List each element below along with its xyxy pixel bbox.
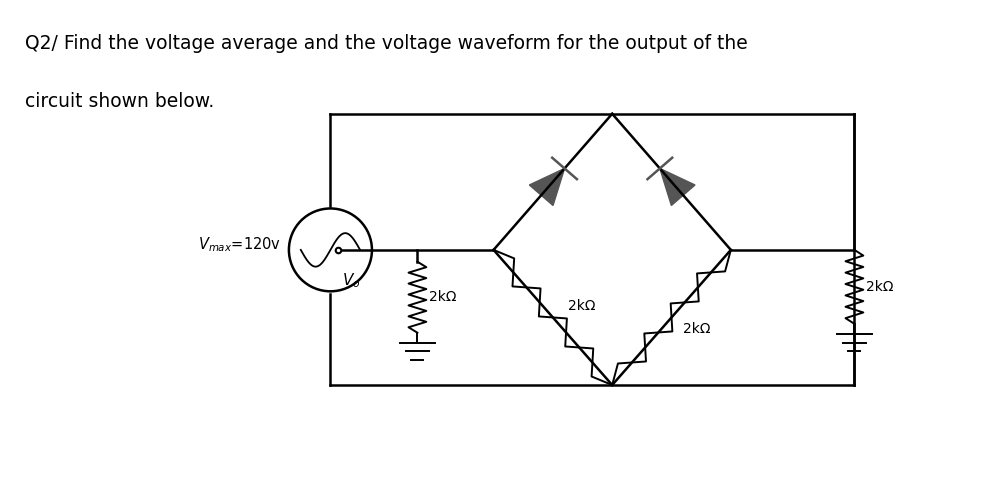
Polygon shape	[529, 168, 564, 206]
Text: 2kΩ: 2kΩ	[430, 290, 457, 304]
Polygon shape	[660, 168, 695, 206]
Text: 2kΩ: 2kΩ	[567, 299, 595, 313]
Text: circuit shown below.: circuit shown below.	[25, 92, 214, 111]
Text: Q2/ Find the voltage average and the voltage waveform for the output of the: Q2/ Find the voltage average and the vol…	[25, 34, 748, 53]
Text: 2kΩ: 2kΩ	[866, 280, 893, 294]
Text: $\mathit{V_o}$: $\mathit{V_o}$	[342, 272, 361, 290]
Text: 2kΩ: 2kΩ	[683, 322, 711, 336]
Text: $\mathit{V_{max}}$=120v: $\mathit{V_{max}}$=120v	[197, 236, 281, 254]
